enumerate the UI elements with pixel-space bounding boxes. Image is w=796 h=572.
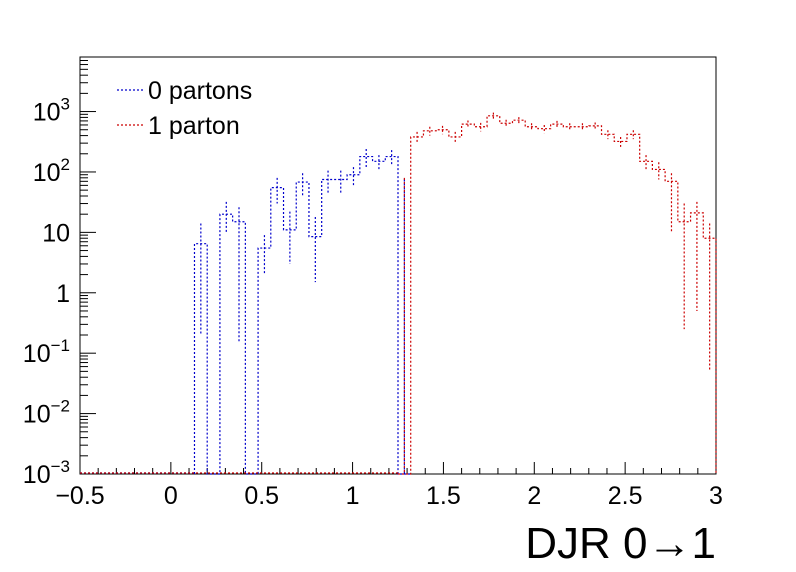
legend: 0 partons 1 parton: [117, 77, 252, 140]
legend-label-0-partons: 0 partons: [148, 77, 252, 105]
legend-label-1-parton: 1 parton: [148, 112, 240, 140]
histogram-series: [80, 112, 717, 475]
y-tick-label: 1: [56, 280, 70, 308]
y-tick-labels: 10−3 10−2 10−1 1 10 102 103: [23, 95, 70, 489]
series-outline-0-partons: [193, 155, 411, 475]
x-tick-label: 0.5: [244, 482, 279, 510]
y-tick-label: 10−1: [23, 336, 70, 368]
x-tick-label: 3: [709, 482, 723, 510]
y-tick-label: 10: [42, 219, 70, 247]
x-tick-label: −0.5: [55, 482, 104, 510]
axis-ticks: [79, 56, 717, 475]
y-tick-label: 103: [33, 95, 70, 127]
y-tick-label: 102: [33, 155, 70, 187]
x-tick-label: 1: [346, 482, 360, 510]
x-tick-label: 2.5: [608, 482, 643, 510]
x-tick-label: 1.5: [426, 482, 461, 510]
x-tick-label: 2: [527, 482, 541, 510]
y-tick-label: 10−3: [23, 457, 70, 489]
x-axis-title: DJR 0→1: [525, 519, 716, 568]
series-outline-1-parton: [398, 115, 717, 475]
x-tick-label: 0: [164, 482, 178, 510]
y-tick-label: 10−2: [23, 397, 70, 429]
x-tick-labels: −0.5 0 0.5 1 1.5 2 2.5 3: [55, 482, 723, 510]
